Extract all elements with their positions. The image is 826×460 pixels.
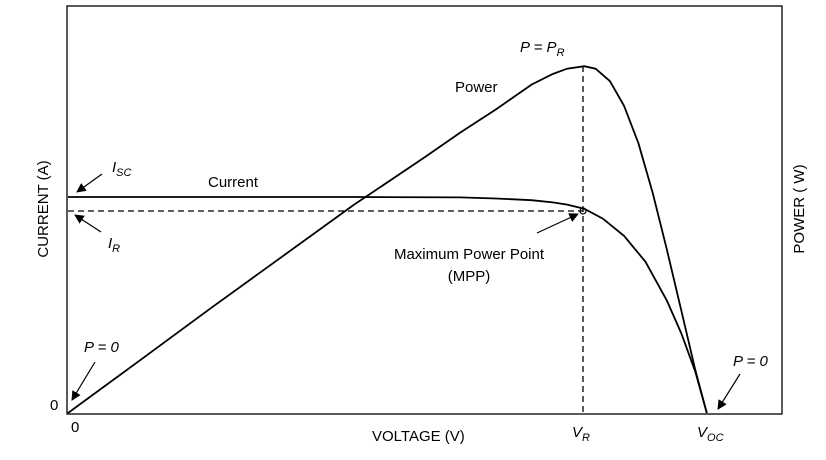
annotation-p-pr: P = PR [520,39,565,59]
y-axis-label-right: POWER ( W) [791,164,808,253]
annotation-p0-left-arrow [71,361,96,401]
annotation-p0-right: P = 0 [733,353,769,370]
x-tick-vr: VR [572,424,590,444]
series-power-line [67,65,708,414]
annotation-ir-arrow [74,214,102,233]
annotation-mpp-abbrev: (MPP) [448,268,491,285]
annotation-isc: ISC [112,159,132,179]
annotation-p0-left: P = 0 [84,339,120,356]
mpp-marker [579,207,587,215]
x-axis-label: VOLTAGE (V) [372,428,465,445]
x-tick-voc: VOC [697,424,724,444]
y-tick-0: 0 [50,397,58,414]
annotation-mpp-arrow [536,213,579,234]
y-axis-label-left: CURRENT (A) [35,160,52,257]
annotation-ir: IR [108,235,120,255]
series-current-line [68,196,708,414]
annotation-p0-right-arrow [717,373,741,410]
plot-frame [66,5,783,415]
series-power-label: Power [455,79,498,96]
annotation-isc-arrow [76,173,103,193]
x-tick-0: 0 [71,419,79,436]
series-current-label: Current [208,174,259,191]
annotation-mpp: Maximum Power Point [394,246,545,263]
